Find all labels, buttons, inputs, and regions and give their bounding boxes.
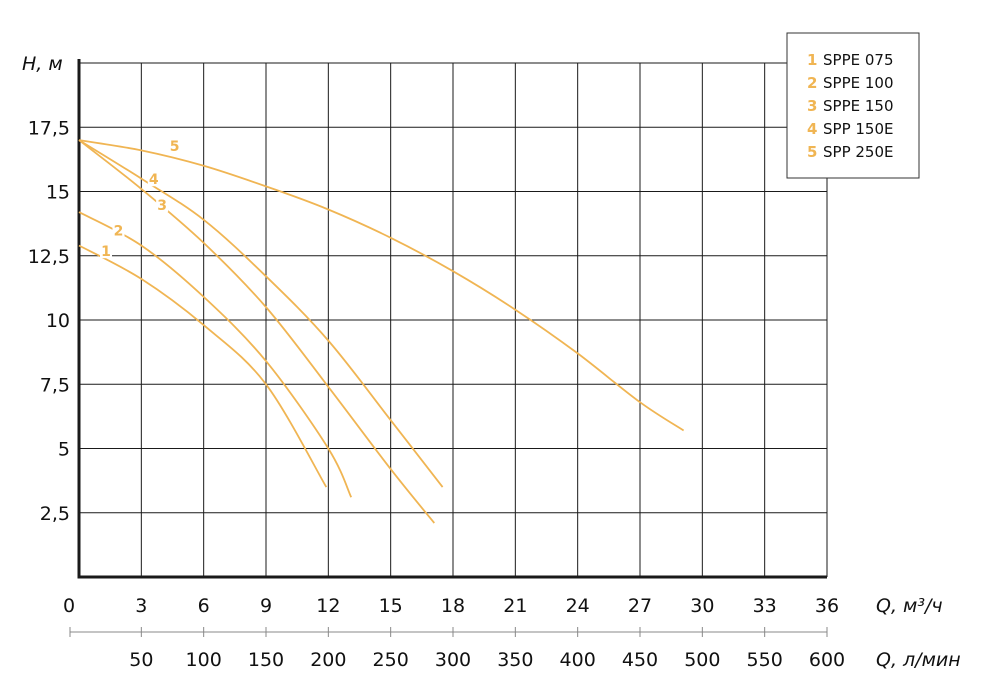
legend-entry-2: SPPE 100	[823, 74, 894, 92]
x-secondary-tick-label: 600	[809, 649, 845, 671]
legend-entry-3: SPPE 150	[823, 97, 894, 115]
legend-box	[786, 32, 920, 179]
curve-label-bg	[168, 138, 181, 153]
x-secondary-tick-label: 450	[622, 649, 658, 671]
series-line-5	[78, 139, 685, 432]
legend-number: 5	[807, 143, 817, 161]
x-secondary-tick-label: 150	[248, 649, 284, 671]
legend-number: 4	[807, 120, 817, 138]
y-tick-label: 10	[46, 310, 70, 332]
x-secondary-tick-label: 300	[435, 649, 471, 671]
x-tick-label: 18	[441, 595, 465, 617]
y-tick-label: 15	[46, 182, 70, 204]
x-tick-label: 3	[135, 595, 147, 617]
x-tick-label: 9	[260, 595, 272, 617]
y-tick-label: 7,5	[40, 374, 70, 396]
x-secondary-tick-label: 100	[186, 649, 222, 671]
curve-label-3: 3	[157, 198, 167, 214]
y-tick-label: 5	[58, 439, 70, 461]
x-tick-label: 24	[566, 595, 590, 617]
curve-label-bg	[156, 197, 169, 212]
legend: 1 SPPE 075 2 SPPE 100 3 SPPE 150 4 SPP 150E 5 SPP…	[786, 32, 920, 179]
x-secondary-tick-label: 350	[497, 649, 533, 671]
legend-number: 1	[807, 51, 817, 69]
curve-label-bg	[147, 172, 160, 187]
x-tick-label: 15	[379, 595, 403, 617]
curve-label-5: 5	[170, 139, 180, 155]
legend-number: 2	[807, 74, 817, 92]
legend-entry-1: SPPE 075	[823, 51, 894, 69]
x-axis-secondary-title: Q, л/мин	[876, 649, 961, 671]
x-tick-label: 30	[690, 595, 714, 617]
x-secondary-tick-label: 400	[560, 649, 596, 671]
x-tick-label: 33	[753, 595, 777, 617]
curve-labels: 12 3 4 5	[100, 138, 181, 260]
curves	[78, 139, 685, 524]
x-tick-label: 27	[628, 595, 652, 617]
series-line-4	[78, 139, 444, 488]
series-line-2	[78, 211, 353, 498]
y-tick-label: 17,5	[28, 117, 70, 139]
curve-label-bg	[100, 244, 113, 259]
series-line-1	[78, 244, 328, 488]
x-axis-title: Q, м³/ч	[876, 595, 943, 617]
curve-label-1: 1	[101, 244, 111, 260]
y-tick-label: 12,5	[28, 246, 70, 268]
x-tick-label: 12	[316, 595, 340, 617]
axes	[69, 59, 828, 637]
legend-entry-4: SPP 150E	[823, 120, 894, 138]
x-secondary-tick-label: 50	[129, 649, 153, 671]
curve-label-4: 4	[149, 172, 159, 188]
curve-label-2: 2	[114, 224, 124, 240]
x-secondary-tick-label: 500	[684, 649, 720, 671]
x-secondary-tick-label: 250	[373, 649, 409, 671]
x-tick-label: 21	[503, 595, 527, 617]
legend-number: 3	[807, 97, 817, 115]
x-tick-label: 36	[815, 595, 839, 617]
y-axis-title: H, м	[22, 53, 63, 75]
x-secondary-tick-label: 200	[310, 649, 346, 671]
curve-label-bg	[112, 223, 125, 238]
y-tick-label: 2,5	[40, 503, 70, 525]
grid	[79, 62, 828, 577]
x-secondary-tick-label: 550	[747, 649, 783, 671]
series-line-3	[78, 139, 435, 524]
legend-entry-5: SPP 250E	[823, 143, 894, 161]
x-tick-label: 6	[198, 595, 210, 617]
x-tick-label: 0	[63, 595, 75, 617]
